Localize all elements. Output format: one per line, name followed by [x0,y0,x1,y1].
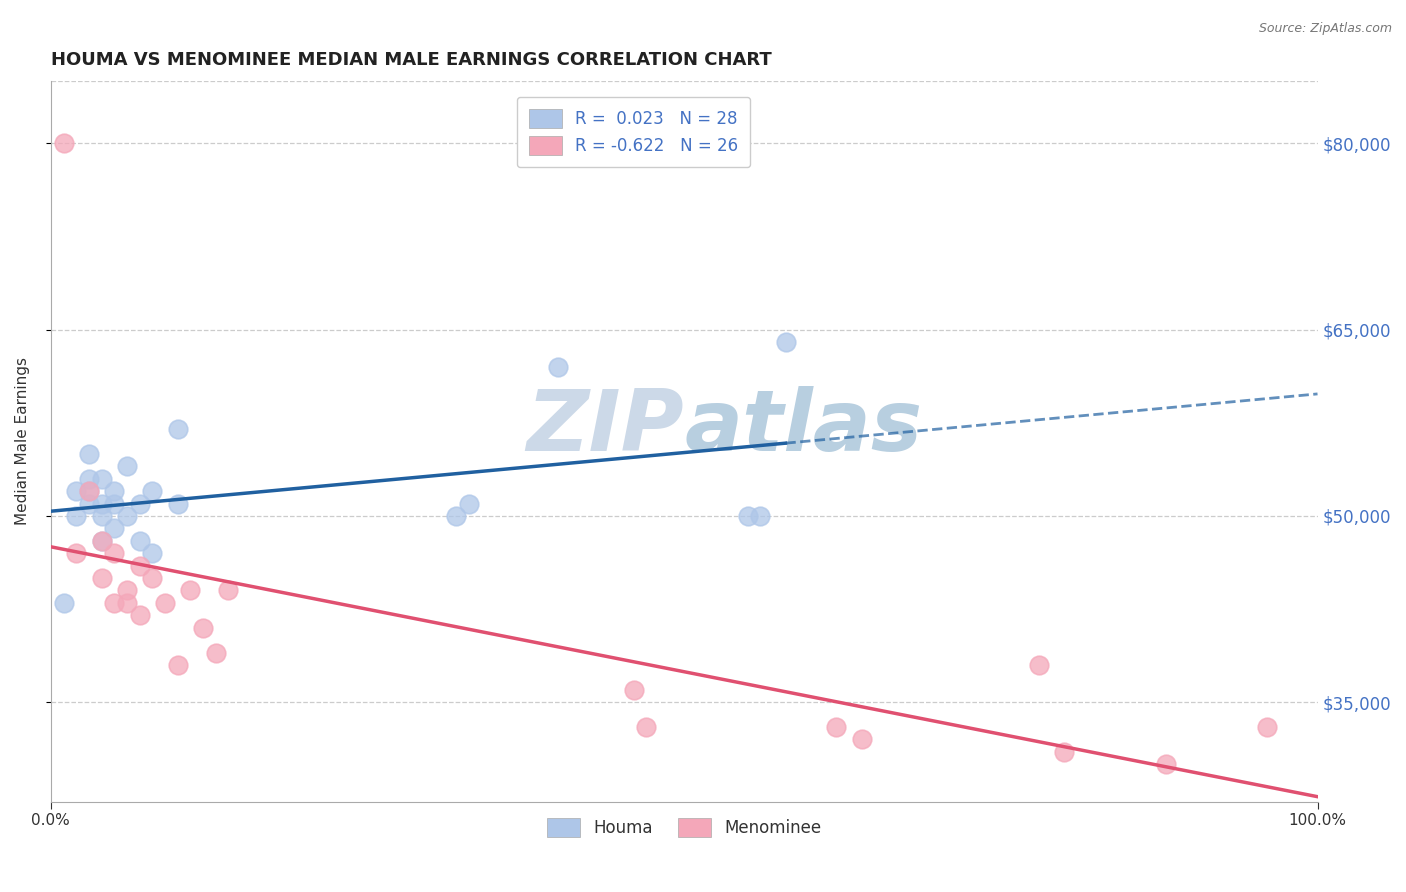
Legend: Houma, Menominee: Houma, Menominee [540,811,828,844]
Point [52,596,75,610]
Point [457,497,479,511]
Point [65,484,87,499]
Point [737,508,759,523]
Point [141,484,163,499]
Point [636,720,658,734]
Text: Source: ZipAtlas.com: Source: ZipAtlas.com [1258,22,1392,36]
Text: atlas: atlas [685,385,922,468]
Text: HOUMA VS MENOMINEE MEDIAN MALE EARNINGS CORRELATION CHART: HOUMA VS MENOMINEE MEDIAN MALE EARNINGS … [51,51,772,69]
Point [103,521,125,535]
Point [217,583,239,598]
Point [128,558,150,573]
Point [851,732,873,747]
Point [547,359,569,374]
Point [141,571,163,585]
Point [179,583,201,598]
Point [153,596,176,610]
Point [166,497,188,511]
Point [204,646,226,660]
Point [90,533,112,548]
Point [90,497,112,511]
Point [115,459,138,474]
Point [77,472,100,486]
Point [103,497,125,511]
Point [115,583,138,598]
Point [128,497,150,511]
Point [825,720,848,734]
Point [128,608,150,623]
Point [166,657,188,672]
Point [77,447,100,461]
Point [1028,657,1050,672]
Point [103,546,125,560]
Point [444,508,467,523]
Point [103,484,125,499]
Point [90,571,112,585]
Point [128,533,150,548]
Point [52,136,75,151]
Point [103,596,125,610]
Point [90,472,112,486]
Point [141,546,163,560]
Point [1053,745,1076,759]
Point [749,508,772,523]
Point [115,596,138,610]
Point [77,484,100,499]
Point [775,335,797,350]
Point [623,682,645,697]
Text: ZIP: ZIP [527,385,685,468]
Point [191,621,214,635]
Y-axis label: Median Male Earnings: Median Male Earnings [15,358,30,525]
Point [65,508,87,523]
Point [77,497,100,511]
Point [1154,757,1177,772]
Point [90,533,112,548]
Point [65,546,87,560]
Point [166,422,188,436]
Point [77,484,100,499]
Point [1256,720,1278,734]
Point [90,508,112,523]
Point [115,508,138,523]
